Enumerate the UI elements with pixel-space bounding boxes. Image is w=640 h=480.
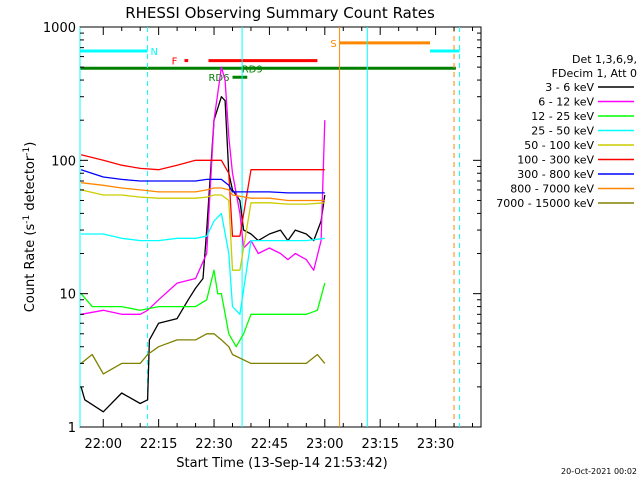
x-tick-label-0: 22:00 [85,437,122,452]
y-axis-label: Count Rate (s-1 detector-1) [22,142,38,313]
legend-label-7000-15000-kev: 7000 - 15000 keV [496,197,594,210]
legend-header-line-1: Det 1,3,6,9, [572,53,637,66]
series-line-7000-15000-kev [80,333,326,375]
chart-title: RHESSI Observing Summary Count Rates [125,4,435,22]
legend-label-800-7000-kev: 800 - 7000 keV [510,183,594,196]
x-tick-label-3: 22:45 [251,437,288,452]
y-axis-label-sup1: -1 [22,215,32,224]
y-axis-label-base: Count Rate (s [23,224,38,313]
legend-label-12-25-kev: 12 - 25 keV [531,110,594,123]
x-tick-label-5: 23:15 [361,437,398,452]
footer-date: 20-Oct-2021 00:02 [561,467,637,476]
flags-layer: N F S RD6 RD9 [80,39,460,84]
flag-label-rd9: RD9 [242,64,263,75]
legend-label-3-6-kev: 3 - 6 keV [545,81,594,94]
x-tick-label-1: 22:15 [140,437,177,452]
flag-label-rd6: RD6 [208,73,229,84]
series-line-50-100-kev [80,189,325,271]
legend-header-line-2: FDecim 1, Att 0 [552,67,637,80]
legend-label-300-800-kev: 300 - 800 keV [517,168,594,181]
flag-label-n: N [151,47,158,58]
legend-label-6-12-kev: 6 - 12 keV [538,96,594,109]
legend-label-50-100-kev: 50 - 100 keV [524,139,594,152]
flag-label-s: S [330,39,336,50]
y-axis-label-sup2: -1 [22,147,32,156]
y-axis: 1 10 100 1000 [43,21,481,436]
y-axis-label-mid: detector [23,155,38,215]
y-tick-label-1: 10 [59,288,76,303]
series-line-12-25-kev [80,269,326,348]
x-tick-label-2: 22:30 [195,437,232,452]
x-tick-label-6: 23:30 [417,437,454,452]
series-line-3-6-kev [80,96,326,413]
event-lines-layer [79,27,461,427]
y-axis-label-end: ) [23,142,38,147]
y-tick-label-3: 1000 [43,21,76,36]
legend-label-100-300-kev: 100 - 300 keV [517,154,594,167]
x-axis: 22:00 22:15 22:30 22:45 23:00 23:15 23:30 [85,27,474,452]
plot-area: N F S RD6 RD9 22:00 22:15 22:30 22:45 23:00 23:15… [43,21,482,452]
legend-label-25-50-kev: 25 - 50 keV [531,125,594,138]
flag-label-f: F [172,57,178,68]
x-axis-label: Start Time (13-Sep-14 21:53:42) [176,456,387,471]
legend: Det 1,3,6,9, FDecim 1, Att 0 3 - 6 keV 6 … [496,53,637,210]
series-line-300-800-kev [80,169,325,194]
series-line-25-50-kev [81,212,325,315]
series-layer [80,66,326,413]
plot-frame [79,26,482,428]
series-line-800-7000-kev [81,182,325,202]
y-tick-label-0: 1 [68,421,76,436]
y-tick-label-2: 100 [51,154,76,169]
x-tick-label-4: 23:00 [306,437,343,452]
series-line-100-300-kev [80,154,325,237]
